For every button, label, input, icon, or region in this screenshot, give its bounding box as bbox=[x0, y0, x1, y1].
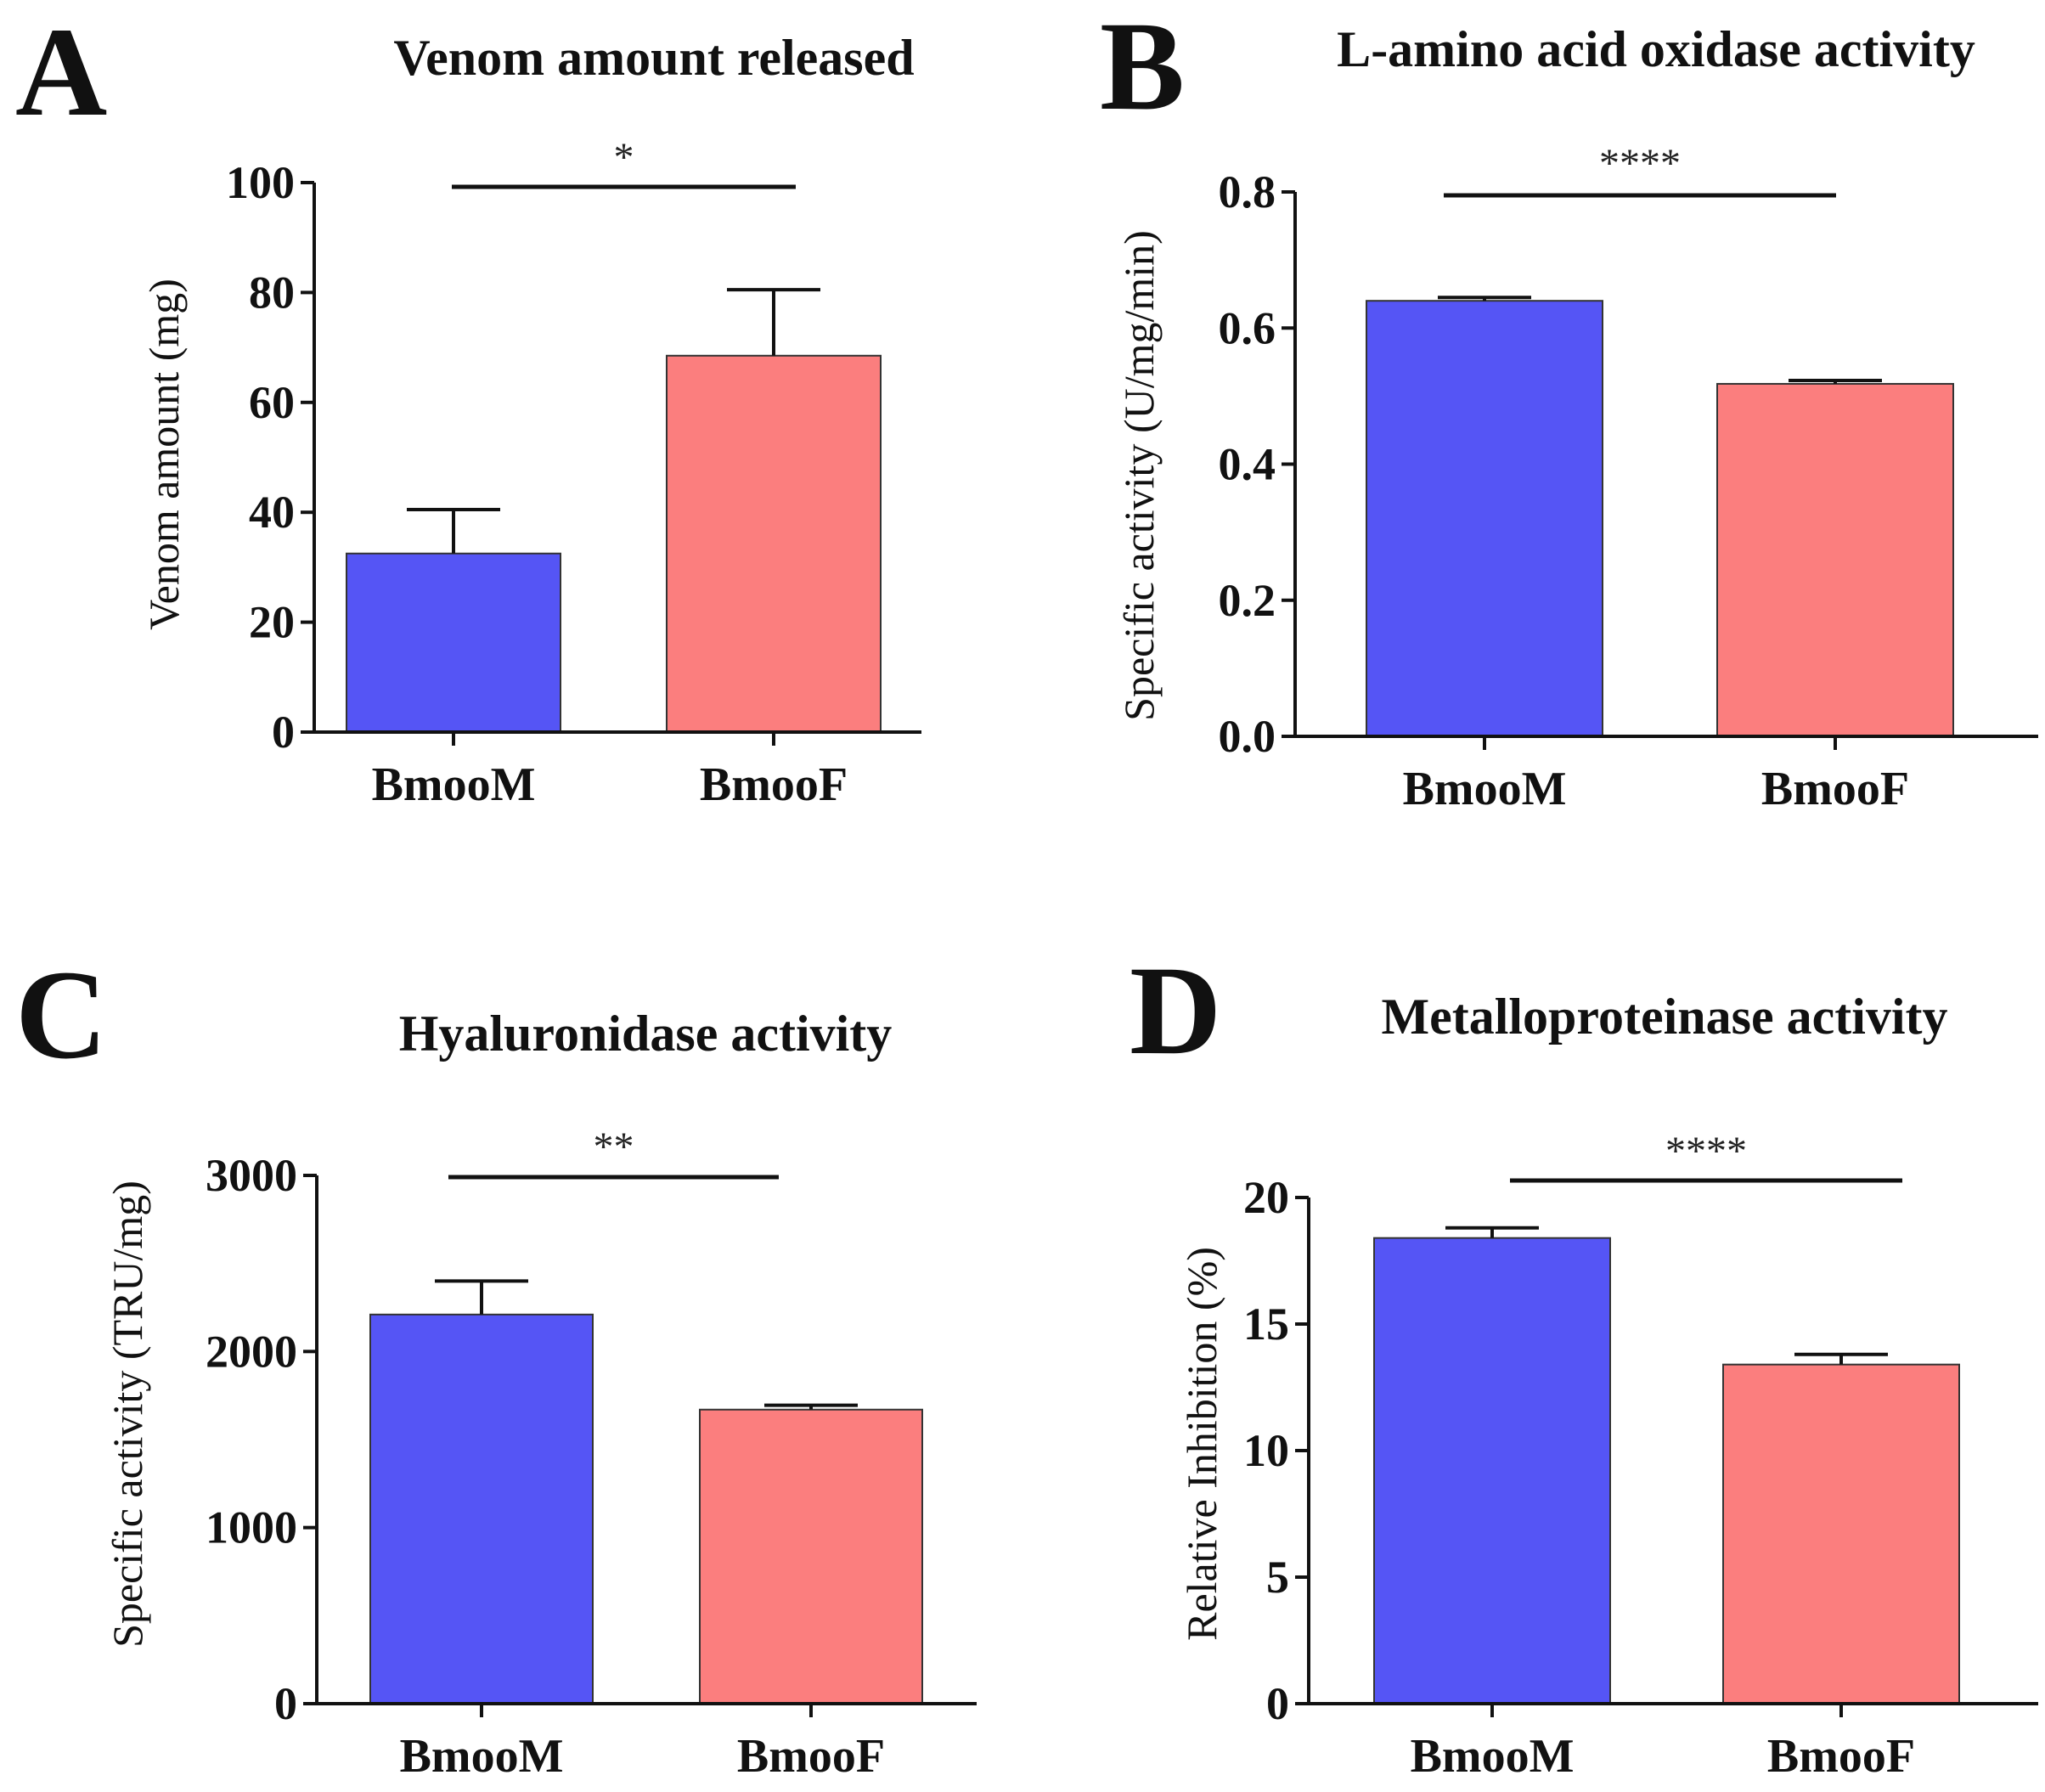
y-tick-label: 0.0 bbox=[1219, 711, 1276, 762]
x-tick-label-bmoom: BmooM bbox=[400, 1730, 564, 1783]
significance-label: * bbox=[614, 135, 634, 180]
error-bar-bmoof bbox=[1794, 1352, 1888, 1365]
panel-a: A Venom amount released Venom amount (mg) 0… bbox=[15, 2, 921, 811]
y-tick-label: 0.6 bbox=[1219, 302, 1276, 353]
y-tick-label: 60 bbox=[249, 377, 295, 428]
y-tick-label: 0.4 bbox=[1219, 439, 1276, 490]
y-tick-label: 0 bbox=[274, 1678, 297, 1729]
x-tick-label-bmoof: BmooF bbox=[1767, 1730, 1915, 1783]
y-tick-label: 0.2 bbox=[1219, 575, 1276, 626]
error-bar-bmoom bbox=[435, 1279, 528, 1315]
panel-letter: C bbox=[15, 944, 107, 1085]
y-axis-title: Relative Inhibition (%) bbox=[1178, 1247, 1225, 1641]
error-bar-bmoom bbox=[407, 507, 500, 554]
y-tick-label: 10 bbox=[1243, 1425, 1289, 1476]
bar-bmoof bbox=[699, 1408, 923, 1705]
significance-label: **** bbox=[1665, 1129, 1747, 1174]
y-tick-label: 1000 bbox=[206, 1502, 297, 1553]
y-tick-label: 100 bbox=[226, 157, 295, 208]
x-tick-label-bmoom: BmooM bbox=[1403, 763, 1567, 815]
panel-letter: B bbox=[1100, 0, 1185, 137]
bar-bmoom bbox=[1373, 1237, 1611, 1705]
y-axis-title: Specific activity (U/mg/min) bbox=[1115, 230, 1163, 721]
x-tick-label-bmoof: BmooF bbox=[737, 1730, 885, 1783]
significance-label: **** bbox=[1599, 141, 1681, 186]
bar-bmoom bbox=[346, 552, 561, 733]
y-tick-label: 2000 bbox=[206, 1326, 297, 1377]
error-bar-bmoom bbox=[1438, 296, 1531, 301]
panel-title: L-amino acid oxidase activity bbox=[1337, 21, 1975, 77]
y-tick-label: 15 bbox=[1243, 1299, 1289, 1350]
panel-letter: A bbox=[15, 2, 107, 143]
x-tick-label-bmoof: BmooF bbox=[700, 758, 848, 811]
bar-bmoof bbox=[1722, 1363, 1960, 1705]
panel-letter: D bbox=[1130, 940, 1221, 1081]
y-tick-label: 80 bbox=[249, 267, 295, 318]
y-tick-label: 0 bbox=[272, 707, 295, 758]
panel-c: C Hyaluronidase activity Specific activity… bbox=[15, 944, 977, 1783]
bar-bmoof bbox=[666, 354, 882, 733]
y-tick-label: 40 bbox=[249, 487, 295, 538]
significance-label: ** bbox=[594, 1124, 634, 1169]
x-tick-label-bmoof: BmooF bbox=[1761, 763, 1909, 815]
y-axis-title: Specific activity (TRU/mg) bbox=[104, 1181, 151, 1648]
x-tick-label-bmoom: BmooM bbox=[372, 758, 536, 811]
panel-title: Hyaluronidase activity bbox=[399, 1006, 893, 1062]
y-tick-label: 0.8 bbox=[1219, 166, 1276, 217]
y-tick-label: 0 bbox=[1266, 1678, 1289, 1729]
bar-bmoom bbox=[369, 1313, 594, 1705]
y-tick-label: 20 bbox=[1243, 1172, 1289, 1223]
y-tick-label: 3000 bbox=[206, 1150, 297, 1201]
x-tick-label-bmoom: BmooM bbox=[1411, 1730, 1575, 1783]
y-tick-label: 5 bbox=[1266, 1552, 1289, 1603]
bar-bmoof bbox=[1716, 382, 1954, 737]
y-axis-title: Venom amount (mg) bbox=[140, 279, 188, 630]
y-tick-label: 20 bbox=[249, 597, 295, 648]
error-bar-bmoof bbox=[727, 288, 820, 356]
panel-b: B L-amino acid oxidase activity Specific a… bbox=[1100, 0, 2038, 815]
panel-title: Metalloproteinase activity bbox=[1381, 989, 1947, 1045]
panel-title: Venom amount released bbox=[393, 30, 914, 86]
error-bar-bmoof bbox=[764, 1403, 858, 1410]
bar-bmoom bbox=[1366, 300, 1603, 737]
panel-d: D Metalloproteinase activity Relative Inhi… bbox=[1130, 940, 2038, 1783]
error-bar-bmoom bbox=[1445, 1226, 1539, 1238]
error-bar-bmoof bbox=[1789, 378, 1882, 384]
